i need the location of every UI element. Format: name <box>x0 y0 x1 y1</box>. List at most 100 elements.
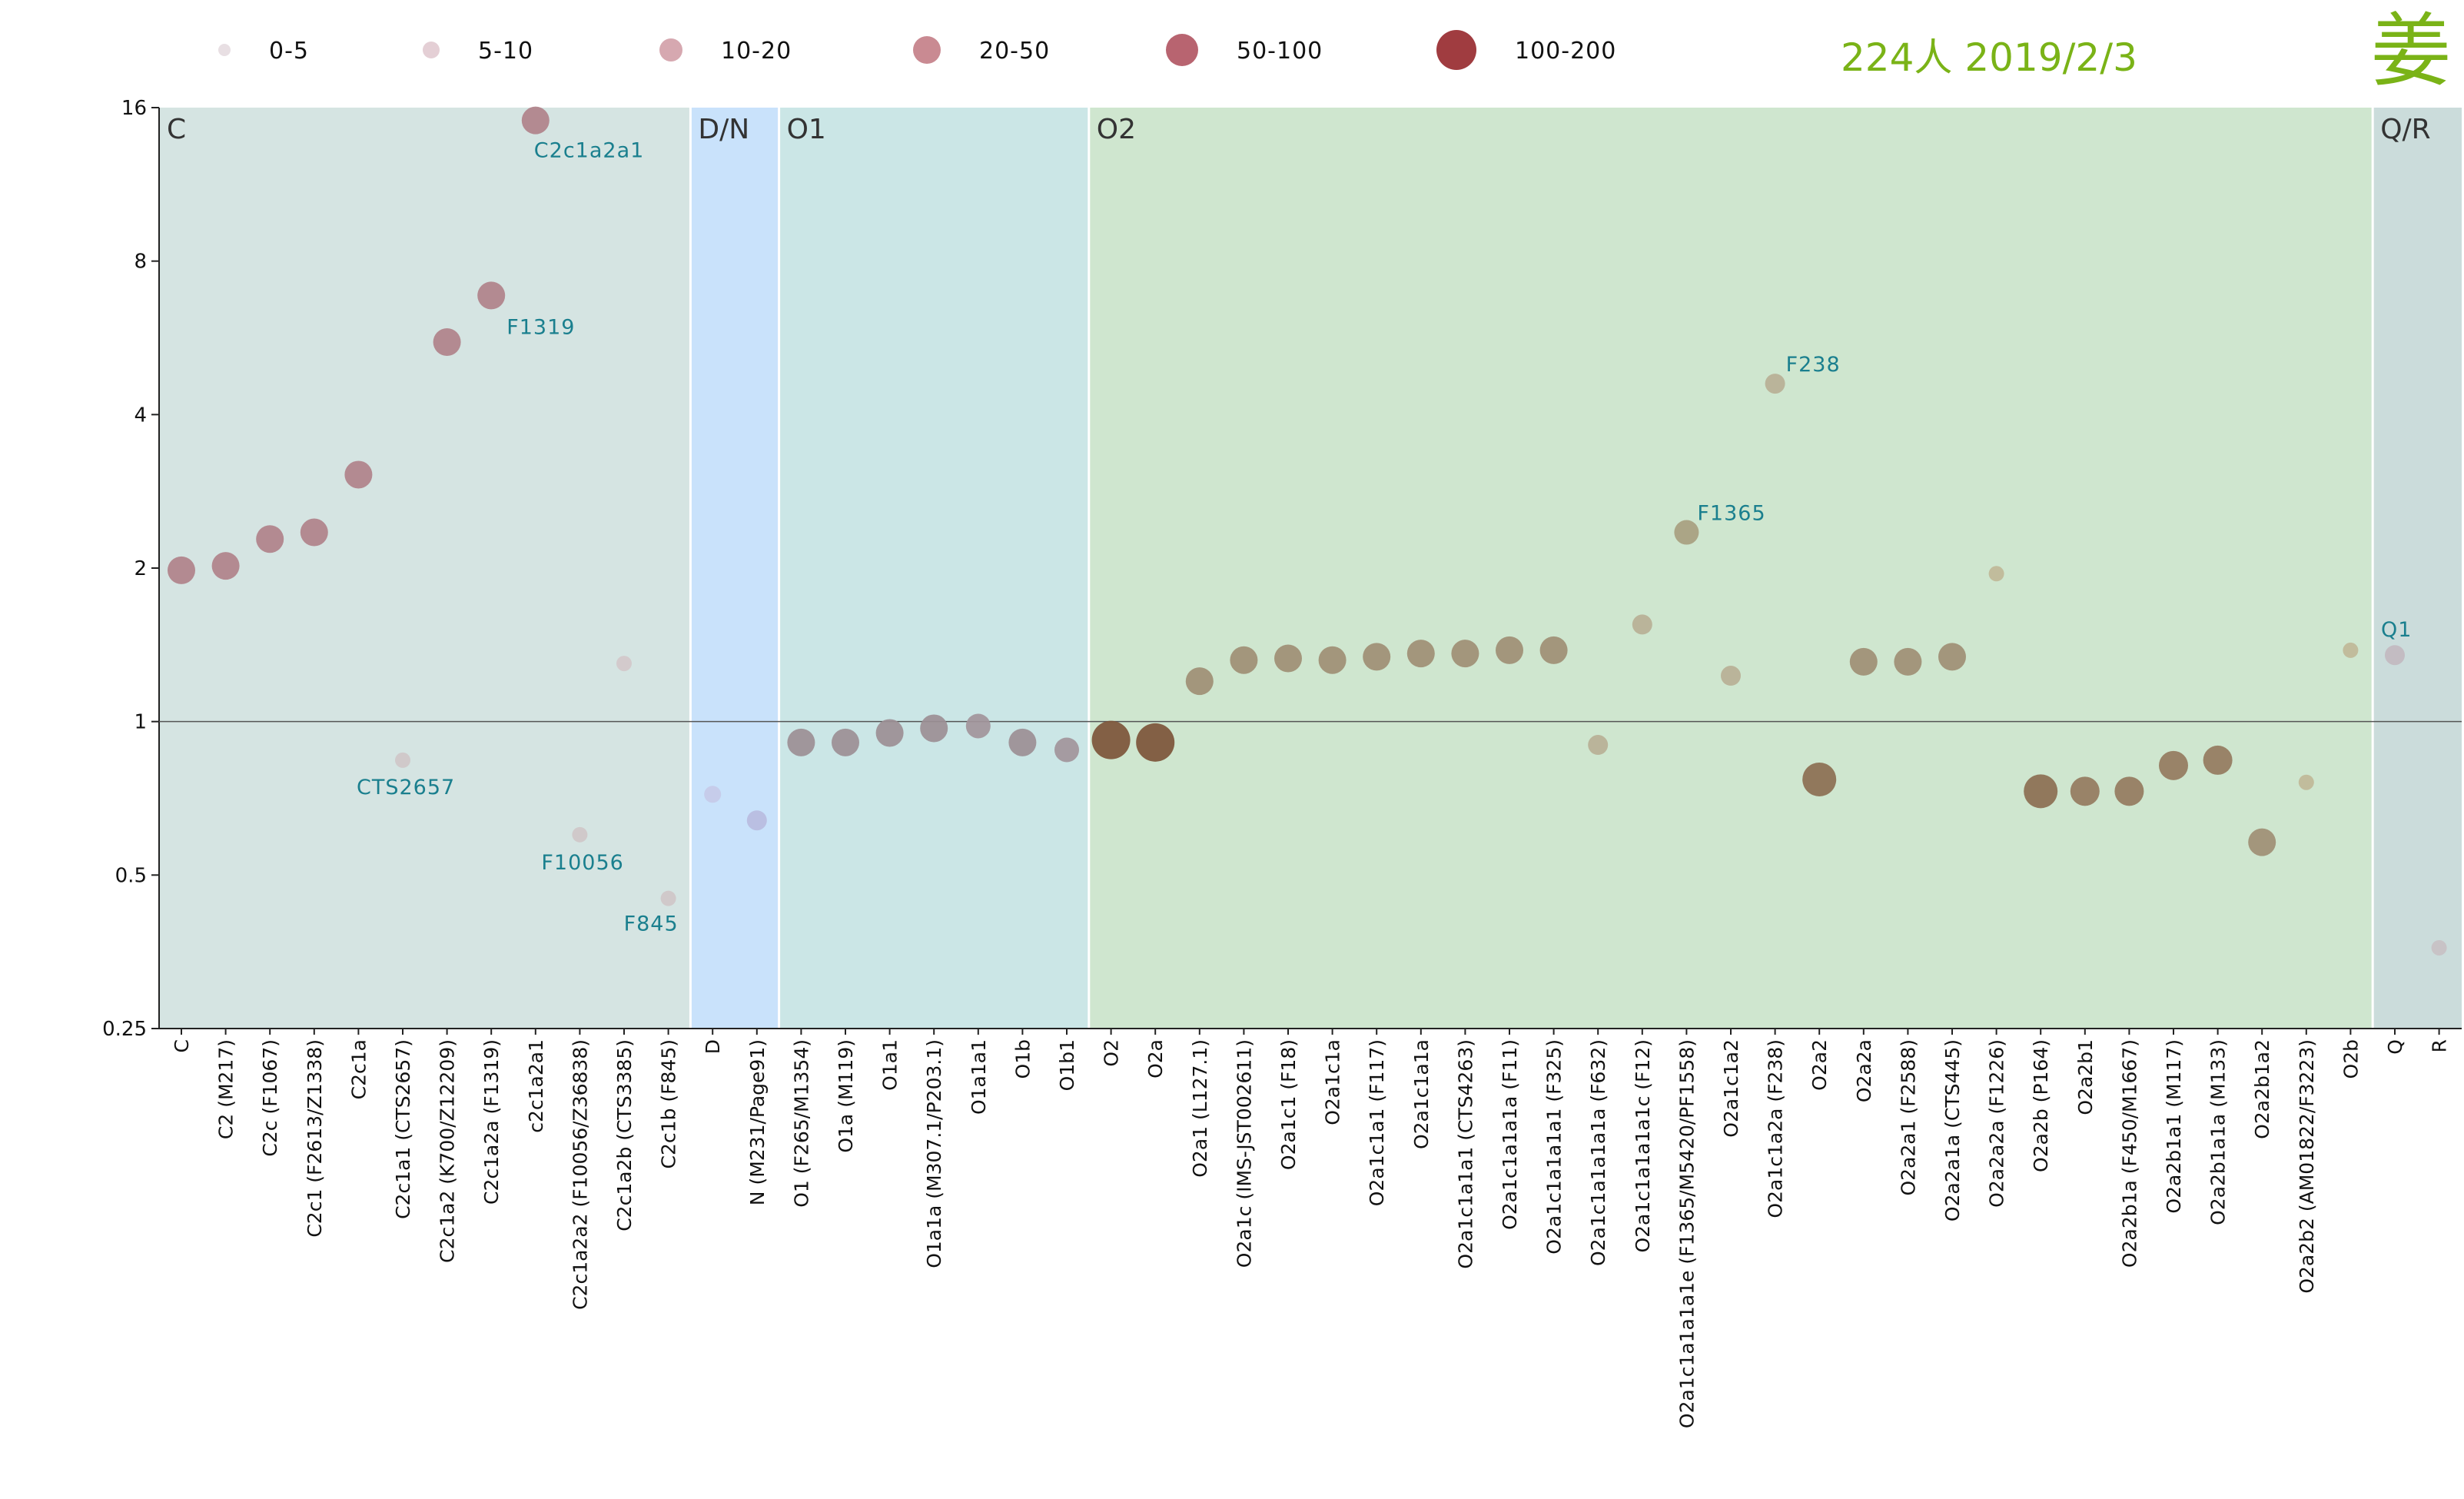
data-point <box>477 281 506 310</box>
x-tick-label: C2c1 (F2613/Z1338) <box>304 1039 326 1238</box>
data-point <box>965 713 991 739</box>
x-tick-label: O2a1c1 (F18) <box>1277 1039 1300 1170</box>
data-point <box>1988 566 2004 582</box>
data-point <box>2114 776 2144 806</box>
data-point <box>832 728 859 756</box>
data-point <box>256 525 284 553</box>
data-point <box>344 460 373 489</box>
data-point <box>300 518 328 547</box>
data-point <box>1318 646 1347 674</box>
legend-label: 0-5 <box>269 38 309 65</box>
point-annotation: F238 <box>1786 353 1841 377</box>
data-point <box>875 719 904 747</box>
x-tick-label: C2c1a <box>347 1039 370 1099</box>
x-tick-label: O2a1c1a <box>1322 1039 1344 1125</box>
point-annotation: F845 <box>624 912 679 936</box>
data-point <box>1802 762 1837 796</box>
data-point <box>1894 647 1922 676</box>
region-label: Q/R <box>2380 114 2430 145</box>
x-tick-label: O2a1c1a1a1a1a (F632) <box>1587 1039 1609 1266</box>
data-point <box>1674 520 1699 545</box>
x-tick-label: O2a2a1a (CTS445) <box>1941 1039 1964 1221</box>
x-tick-label: O2a1c1a1a1a (F11) <box>1499 1039 1521 1230</box>
y-tick-label: 1 <box>134 711 147 734</box>
x-tick-label: O1b1 <box>1056 1039 1078 1091</box>
x-tick-label: O2a2a2a (F1226) <box>1986 1039 2008 1208</box>
axes: 0.25 0.5 1 2 4 8 16 <box>102 97 2462 1041</box>
data-point <box>2431 939 2447 956</box>
data-point <box>920 714 948 743</box>
legend-label: 50-100 <box>1237 38 1323 65</box>
data-point <box>572 826 588 843</box>
point-annotation: Q1 <box>2381 618 2412 642</box>
legend-marker <box>659 38 682 61</box>
point-annotation: F10056 <box>541 851 623 875</box>
y-tick-label: 4 <box>134 404 147 427</box>
x-tick-label: O2a2b1a1 (M117) <box>2163 1039 2185 1214</box>
y-tick-label: 2 <box>134 557 147 580</box>
x-tick-label: O2a2a1 (F2588) <box>1897 1039 1919 1196</box>
legend-marker <box>218 44 231 56</box>
data-point <box>1938 643 1966 671</box>
legend-marker <box>1436 30 1476 70</box>
x-tick-label: O2a1c (IMS-JST002611) <box>1233 1039 1255 1268</box>
x-tick-label: O2a1c1a1a <box>1410 1039 1433 1149</box>
data-point <box>1496 636 1523 664</box>
x-tick-label: O2 <box>1101 1039 1123 1067</box>
data-point <box>1765 374 1785 394</box>
data-point <box>168 556 195 584</box>
x-tick-label: O2a2b1 <box>2074 1039 2097 1115</box>
legend-label: 100-200 <box>1515 38 1616 65</box>
x-tick-label: C2c (F1067) <box>259 1039 281 1157</box>
data-point <box>616 656 632 672</box>
data-point <box>2298 774 2314 790</box>
x-tick-label: O2a1c1a1a1a1c (F12) <box>1632 1039 1654 1253</box>
data-point <box>1406 640 1435 668</box>
x-tick-label: O2a1 (L127.1) <box>1189 1039 1211 1178</box>
data-point <box>1588 735 1609 756</box>
x-tick-label: O2a2b (P164) <box>2030 1039 2052 1172</box>
data-point <box>395 752 410 768</box>
data-point <box>521 106 550 135</box>
legend-label: 10-20 <box>721 38 792 65</box>
x-tick-label: C2c1a2 (K700/Z12209) <box>437 1039 459 1263</box>
x-tick-label: C2c1a2a2 (F10056/Z36838) <box>569 1039 591 1310</box>
data-point <box>1136 723 1175 762</box>
region-q-r <box>2373 108 2462 1029</box>
data-point <box>433 327 461 356</box>
x-tick-label: O1 (F265/M1354) <box>790 1039 812 1208</box>
x-tick-label: O2a1c1a1a1a1 (F325) <box>1543 1039 1566 1255</box>
data-point <box>1363 643 1391 671</box>
surname-glyph: 姜 <box>2371 4 2451 98</box>
data-point <box>1451 640 1479 668</box>
data-point <box>211 552 240 580</box>
y-tick-label: 0.5 <box>115 864 147 887</box>
data-point <box>1721 666 1741 686</box>
x-tick-label: O1b <box>1011 1039 1034 1079</box>
x-tick-label: O1a1a1 <box>968 1039 990 1115</box>
x-tick-label: C2 (M217) <box>215 1039 237 1139</box>
data-point <box>1539 636 1568 664</box>
data-point <box>1054 737 1079 763</box>
data-point <box>1230 646 1258 674</box>
region-c <box>159 108 691 1029</box>
x-tick-label: O2a2b1a (F450/M1667) <box>2118 1039 2140 1268</box>
data-point <box>2248 828 2276 856</box>
x-tick-label: O2a <box>1144 1039 1167 1079</box>
data-point <box>1185 667 1214 696</box>
chart-title: 224人 2019/2/3 <box>1841 35 2137 80</box>
x-tick-label: C2c1b (F845) <box>658 1039 680 1168</box>
legend: 0-5 5-10 10-20 20-50 50-100 100-200 <box>218 30 1616 70</box>
legend-marker <box>423 42 440 58</box>
data-point <box>787 728 815 756</box>
region-o2 <box>1088 108 2373 1029</box>
region-label: O2 <box>1097 114 1136 145</box>
x-tick-label: O1a1a (M307.1/P203.1) <box>923 1039 945 1268</box>
data-point <box>2024 774 2058 809</box>
point-annotation: F1365 <box>1697 502 1765 526</box>
x-tick-label: C2c1a2b (CTS3385) <box>613 1039 636 1231</box>
x-tick-label: C2c1a1 (CTS2657) <box>392 1039 414 1219</box>
legend-marker <box>913 36 941 64</box>
data-point <box>2070 776 2100 806</box>
